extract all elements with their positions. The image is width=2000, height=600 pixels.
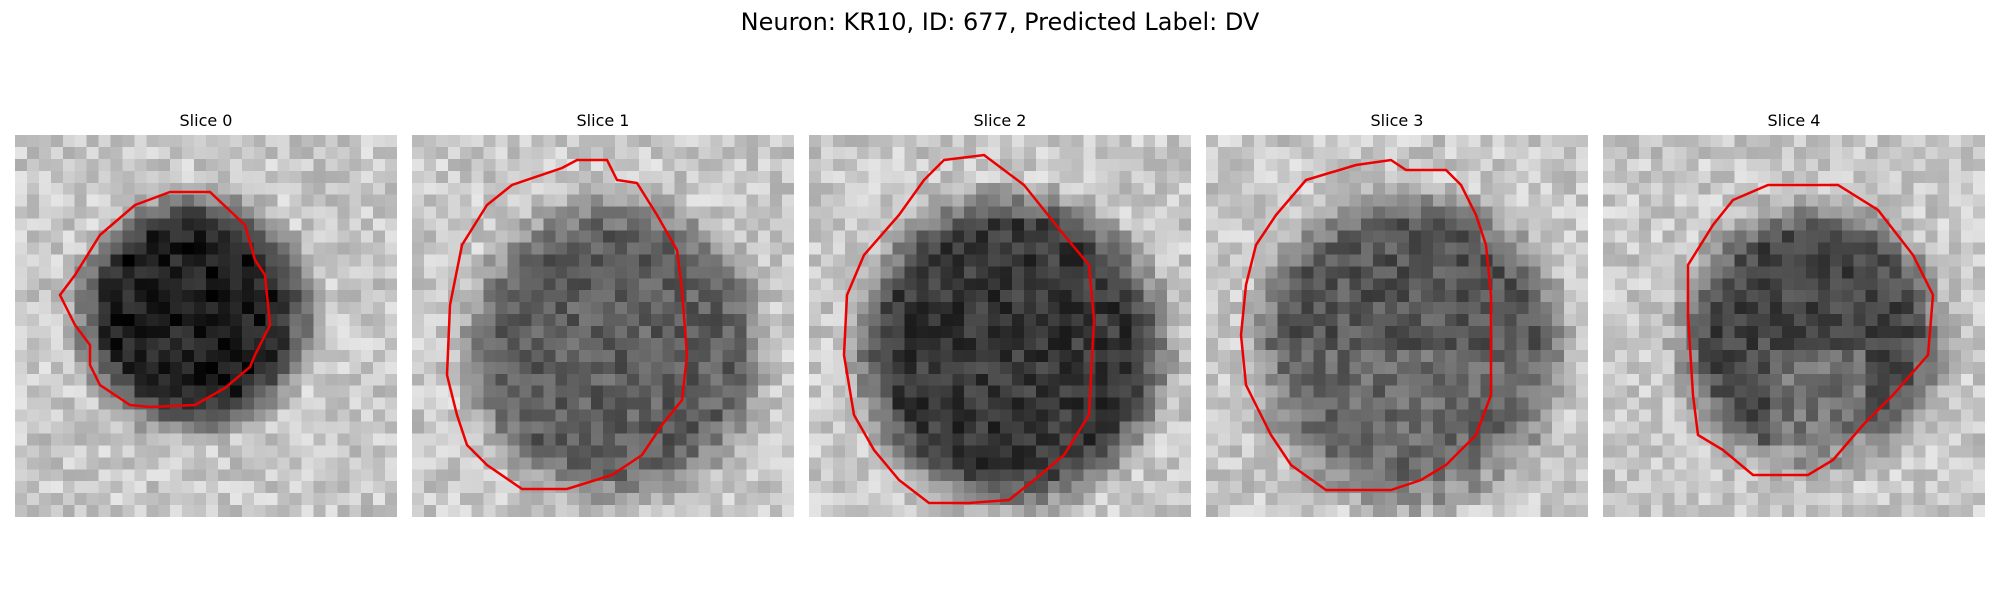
slice-1-contour (445, 158, 689, 491)
slice-panel-0: Slice 0 (15, 110, 397, 517)
slice-1-title: Slice 1 (576, 111, 630, 130)
slice-3-image (1206, 135, 1588, 517)
slice-4-image (1603, 135, 1985, 517)
slice-2-title: Slice 2 (973, 111, 1027, 130)
figure-title: Neuron: KR10, ID: 677, Predicted Label: … (740, 8, 1260, 36)
slice-panel-3: Slice 3 (1206, 110, 1588, 517)
slice-4-contour (1686, 183, 1935, 477)
slice-3-title: Slice 3 (1370, 111, 1424, 130)
slice-0-contour (58, 190, 272, 409)
slice-panel-2: Slice 2 (809, 110, 1191, 517)
slice-0-image (15, 135, 397, 517)
slice-2-contour (842, 153, 1096, 505)
slice-panel-1: Slice 1 (412, 110, 794, 517)
slice-2-image (809, 135, 1191, 517)
slice-4-title: Slice 4 (1767, 111, 1821, 130)
slice-3-contour (1239, 158, 1493, 492)
slice-panel-4: Slice 4 (1603, 110, 1985, 517)
slice-0-title: Slice 0 (179, 111, 233, 130)
